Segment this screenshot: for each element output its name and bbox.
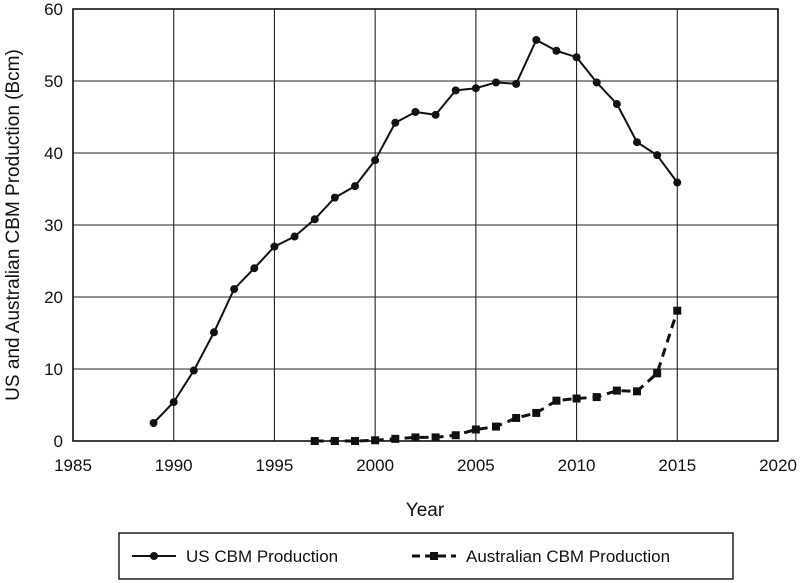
x-tick-label: 2020 [759,456,797,475]
x-tick-label: 2015 [658,456,696,475]
series-us-point [532,35,541,44]
y-tick-label: 20 [44,288,63,307]
series-us-point [149,419,158,427]
series-us-point [270,242,279,251]
y-axis-ticks: 0 10 20 30 40 50 60 [44,0,63,451]
series-au-point [612,386,621,395]
series-us-point [371,156,380,165]
y-tick-label: 60 [44,0,63,19]
legend-us-label: US CBM Production [186,547,338,566]
legend: US CBM Production Australian CBM Product… [118,532,734,580]
series-us-point [330,193,339,202]
series-us-point [492,78,500,87]
series-au-point [572,394,581,403]
series-us-point [351,182,359,191]
series-us-point [653,151,662,160]
series-us-point [552,46,561,55]
series-us-point [310,215,319,224]
series-au-point [552,396,561,405]
series-us-point [210,328,218,337]
series-us-point [471,84,480,93]
series-us-point [633,138,641,147]
series-au-point [431,433,440,442]
series-us-point [411,107,420,116]
series-us-point [612,100,621,109]
series-us-point [189,366,198,375]
y-axis-title: US and Australian CBM Production (Bcm) [3,49,24,401]
series-us-point [391,118,400,127]
series-au-line [314,310,679,443]
series-us-point [290,232,299,241]
series-us-point [572,53,581,62]
series-au-point [330,437,339,445]
series-us-point [592,78,601,87]
plot-frame [72,8,779,442]
series-us-point [431,110,440,119]
series-us [149,35,682,427]
x-axis-ticks: 1985 1990 1995 2000 2005 2010 2015 2020 [54,456,797,475]
y-tick-label: 30 [44,216,63,235]
x-tick-label: 2005 [457,456,495,475]
series-au [310,306,682,445]
series-au-point [673,306,682,315]
series-au-point [653,369,662,378]
series-au-point [592,393,601,402]
y-tick-label: 10 [44,360,63,379]
series-us-point [169,398,178,407]
series-us-line [152,39,679,424]
series-au-point [411,433,420,442]
x-tick-label: 1985 [54,456,92,475]
series-au-point [351,437,359,445]
series-au-point [451,431,460,440]
x-tick-label: 2000 [356,456,394,475]
grid [72,8,779,442]
y-tick-label: 40 [44,144,63,163]
legend-au-label: Australian CBM Production [466,547,670,566]
series-us-point [673,178,682,187]
series-au-point [391,434,400,443]
series-au-point [492,422,500,431]
series-au-point [310,437,319,445]
legend-us-marker-icon [150,552,158,560]
x-tick-label: 2010 [558,456,596,475]
legend-au-marker-icon [430,552,438,560]
series-au-point [532,408,541,417]
series-us-point [250,264,259,273]
series-au-point [512,413,521,422]
series-au-point [371,436,380,445]
y-tick-label: 50 [44,72,63,91]
x-tick-label: 1995 [256,456,294,475]
series-us-point [512,79,521,88]
x-tick-label: 1990 [155,456,193,475]
x-axis-title: Year [406,500,445,521]
series-au-point [471,425,480,434]
series-layer [149,35,682,445]
y-tick-label: 0 [54,432,63,451]
series-us-point [230,285,239,294]
series-au-point [633,387,641,396]
series-us-point [451,86,460,95]
